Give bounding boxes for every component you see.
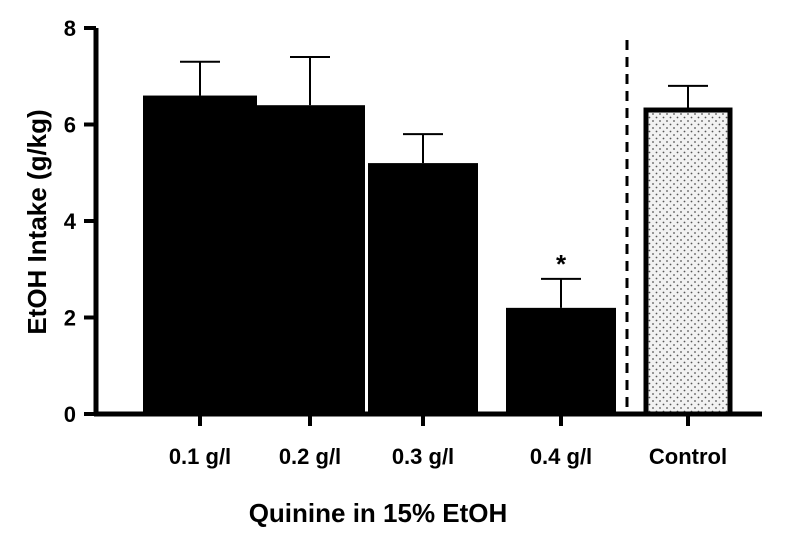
bars-group [143, 95, 733, 417]
x-ticks-group: 0.1 g/l 0.2 g/l 0.3 g/l 0.4 g/l Control [169, 414, 727, 469]
y-tick-label-0: 0 [64, 402, 76, 427]
bar-0-2-g-l [255, 105, 365, 414]
annotations-group: * [556, 249, 567, 279]
x-tick-label: 0.1 g/l [169, 444, 231, 469]
x-tick-label: 0.4 g/l [530, 444, 592, 469]
bar-0-3-g-l [368, 163, 478, 414]
y-tick-label-2: 2 [64, 306, 76, 331]
bar-0-1-g-l [143, 95, 257, 415]
y-tick-label-4: 4 [64, 209, 77, 234]
bar-control [643, 107, 733, 417]
x-tick-label: 0.3 g/l [392, 444, 454, 469]
x-tick-label: 0.2 g/l [279, 444, 341, 469]
bar-0-4-g-l [506, 307, 616, 414]
y-axis-label: EtOH Intake (g/kg) [22, 109, 52, 334]
x-tick-label: Control [649, 444, 727, 469]
y-tick-label-6: 6 [64, 113, 76, 138]
x-axis-label: Quinine in 15% EtOH [249, 498, 508, 528]
error-bars-group [180, 55, 708, 308]
y-ticks-group: 0 2 4 6 8 [64, 16, 96, 427]
significance-star: * [556, 249, 567, 279]
y-tick-label-8: 8 [64, 16, 76, 41]
